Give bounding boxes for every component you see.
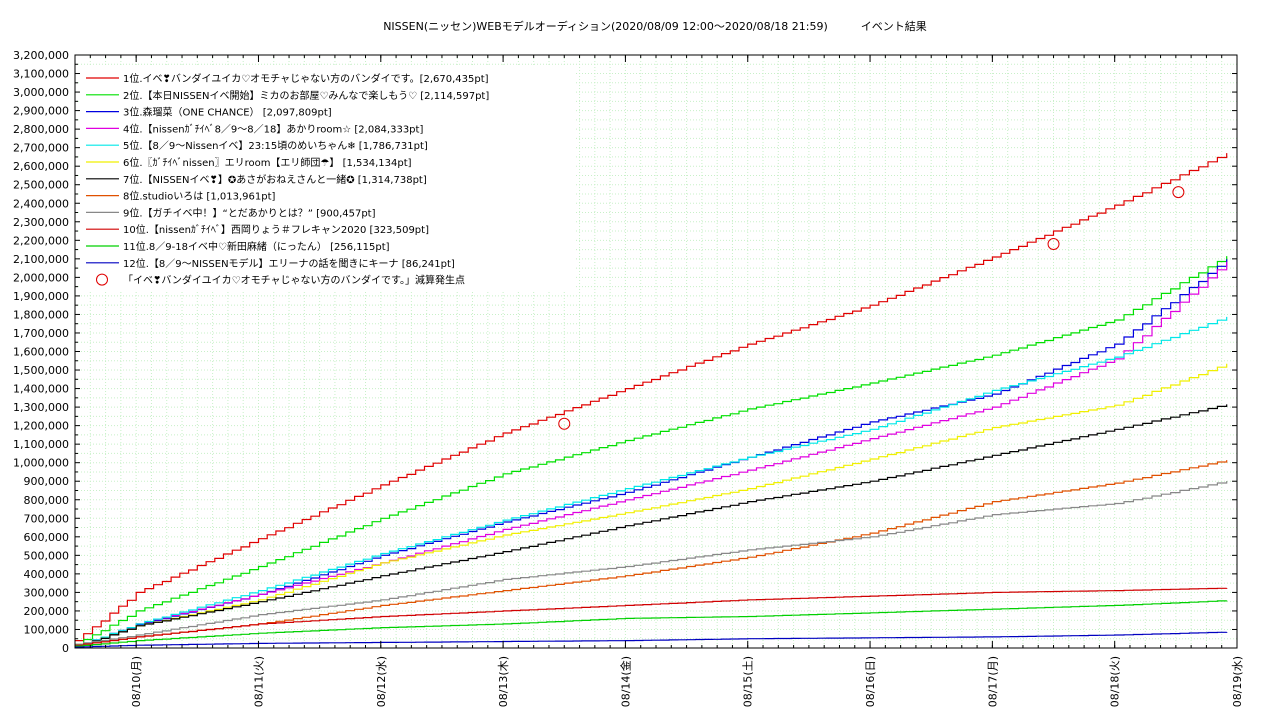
x-tick-label: 08/14(金) [618,656,632,707]
legend-label: 5位.【8／9〜Nissenイベ】23:15頃のめいちゃん❄ [1,786,73… [123,139,428,152]
y-tick-label: 1,100,000 [13,438,69,451]
y-tick-label: 3,100,000 [13,68,69,81]
y-tick-label: 400,000 [24,568,70,581]
legend-label: 3位.森瑠菜（ONE CHANCE） [2,097,809pt] [123,106,332,119]
series-line-9 [75,481,1228,645]
legend: 1位.イベ❣バンダイユイカ♡オモチャじゃない方のバンダイです。[2,670,43… [80,66,576,292]
deduction-marker [1172,186,1185,199]
y-tick-label: 1,500,000 [13,364,69,377]
series-line-12 [75,631,1228,648]
series-line-5 [75,316,1228,647]
series-line-10 [75,587,1228,646]
legend-marker-swatch [96,273,108,286]
y-tick-label: 0 [62,642,69,655]
series-line-11 [75,600,1228,647]
x-tick-label: 08/17(月) [986,656,999,707]
deduction-marker-layer [558,186,1185,430]
y-tick-label: 1,800,000 [13,308,69,321]
y-tick-label: 1,700,000 [13,327,69,340]
y-tick-label: 3,000,000 [13,86,69,99]
deduction-marker [558,417,571,430]
legend-label: 4位.【nissenｶﾞﾁｲﾍﾞ8／9〜8／18】あかりroom☆ [2,084… [123,122,423,135]
series-line-3 [75,259,1228,647]
x-tick-label: 08/10(月) [130,656,143,707]
y-tick-label: 1,600,000 [13,346,69,359]
series-line-4 [75,261,1228,647]
x-tick-label: 08/19(水) [1231,656,1244,707]
legend-label: 12位.【8／9〜NISSENモデル】エリーナの話を聞きにキーナ [86,241… [123,257,455,270]
y-tick-label: 3,200,000 [13,49,69,62]
x-tick-label: 08/12(水) [375,656,388,707]
y-tick-label: 2,400,000 [13,197,69,210]
series-line-7 [75,404,1228,648]
y-tick-label: 2,800,000 [13,123,69,136]
y-tick-label: 1,000,000 [13,457,69,470]
y-tick-label: 100,000 [24,623,70,636]
series-layer [75,153,1228,648]
y-tick-label: 2,100,000 [13,253,69,266]
series-line-6 [75,363,1228,648]
x-tick-label: 08/15(土) [742,656,755,707]
y-tick-label: 1,300,000 [13,401,69,414]
chart-title: NISSEN(ニッセン)WEBモデルオーディション(2020/08/09 12:… [383,20,927,33]
deduction-marker [1047,238,1060,251]
legend-label: 10位.【nissenｶﾞﾁｲﾍﾞ】西岡りょう＃フレキャン2020 [323,5… [123,223,429,236]
legend-label: 11位.8／9-18イベ中♡新田麻緒（にったん） [256,115pt] [123,240,390,253]
legend-label: 7位.【NISSENイベ❣】✪あさがおねえさんと一緒✪ [1,314,738pt… [123,173,427,186]
y-tick-label: 300,000 [24,586,70,599]
y-tick-label: 2,300,000 [13,216,69,229]
y-tick-label: 500,000 [24,549,70,562]
y-tick-label: 1,400,000 [13,383,69,396]
legend-label: 「イベ❣バンダイユイカ♡オモチャじゃない方のバンダイです。」減算発生点 [123,274,465,287]
y-tick-label: 200,000 [24,605,70,618]
y-tick-label: 2,900,000 [13,105,69,118]
legend-label: 8位.studioいろは [1,013,961pt] [123,190,275,203]
legend-label: 9位.【ガチイベ中！】“とだあかりとは？” [900,457pt] [123,206,376,219]
y-tick-label: 1,200,000 [13,420,69,433]
y-tick-label: 2,700,000 [13,142,69,155]
series-line-1 [75,153,1228,642]
y-tick-label: 1,900,000 [13,290,69,303]
legend-label: 2位.【本日NISSENイベ開始】ミカのお部屋♡みんなで楽しもう♡ [2,114… [123,89,489,102]
legend-background [80,66,576,292]
y-tick-label: 2,000,000 [13,271,69,284]
x-tick-label: 08/13(木) [497,656,510,707]
y-tick-label: 700,000 [24,512,70,525]
x-tick-label: 08/18(火) [1109,656,1122,707]
x-tick-label: 08/16(日) [864,656,877,707]
y-tick-label: 2,500,000 [13,179,69,192]
series-line-2 [75,256,1228,645]
y-tick-label: 800,000 [24,494,70,507]
x-tick-label: 08/11(火) [252,656,265,707]
y-tick-label: 900,000 [24,475,70,488]
legend-label: 1位.イベ❣バンダイユイカ♡オモチャじゃない方のバンダイです。[2,670,43… [123,72,489,85]
y-tick-label: 2,600,000 [13,160,69,173]
y-tick-label: 600,000 [24,531,70,544]
y-tick-label: 2,200,000 [13,234,69,247]
axis-layer: 0 100,000 200,000 300,000 400,000 500,000 600,… [13,49,1244,707]
legend-label: 6位.〖ｶﾞﾁｲﾍﾞnissen〗エリroom【エリ師団☂】 [1,534,13… [123,156,412,169]
